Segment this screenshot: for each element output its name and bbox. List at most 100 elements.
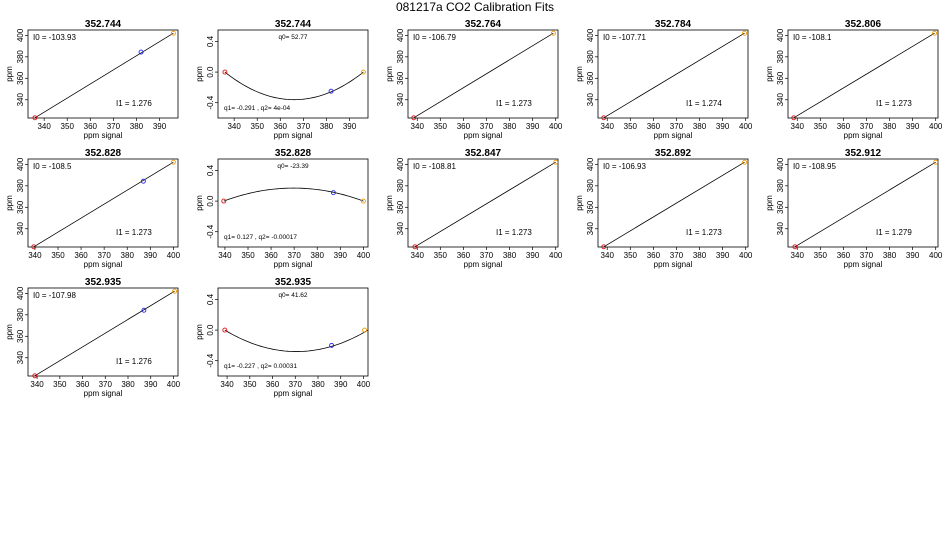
panel-title: 352.935 xyxy=(275,277,312,288)
panel-title: 352.784 xyxy=(655,19,692,30)
x-tick-label: 390 xyxy=(144,251,158,260)
data-point xyxy=(330,190,336,196)
x-tick-label: 360 xyxy=(457,122,471,131)
panel-title: 352.912 xyxy=(845,148,882,159)
fit-line xyxy=(603,161,745,248)
x-axis-label: ppm signal xyxy=(84,389,123,398)
fit-annotation: q0= 41.62 xyxy=(278,292,307,299)
data-point xyxy=(329,342,335,348)
x-tick-label: 360 xyxy=(274,122,288,131)
plot-frame xyxy=(27,158,179,248)
x-tick-label: 390 xyxy=(144,380,158,389)
y-tick-label: 360 xyxy=(16,329,25,343)
y-tick-label: 0.0 xyxy=(206,324,215,336)
x-tick-label: 380 xyxy=(503,251,517,260)
y-tick-label: 340 xyxy=(586,222,595,236)
chart-panel: 352.744 340 350 360 370 380 390 -0.4 0.0 0.4 ppm s… xyxy=(195,19,369,140)
x-tick-label: 380 xyxy=(121,251,135,260)
data-point xyxy=(140,178,146,184)
y-axis-label: ppm xyxy=(5,66,14,82)
y-tick-label: 400 xyxy=(396,157,405,171)
x-axis-label: ppm signal xyxy=(274,389,313,398)
y-tick-label: 380 xyxy=(16,308,25,322)
x-tick-label: 340 xyxy=(601,122,615,131)
y-tick-label: 400 xyxy=(776,28,785,42)
y-axis-label: ppm xyxy=(385,195,394,211)
x-tick-label: 380 xyxy=(693,251,707,260)
x-tick-label: 360 xyxy=(647,251,661,260)
x-tick-label: 390 xyxy=(526,122,540,131)
y-tick-label: 340 xyxy=(16,351,25,365)
x-tick-label: 400 xyxy=(739,122,753,131)
x-tick-label: 350 xyxy=(434,122,448,131)
y-axis-label: ppm xyxy=(195,66,204,82)
x-tick-label: 340 xyxy=(791,122,805,131)
x-tick-label: 350 xyxy=(53,380,67,389)
plot-frame xyxy=(217,158,369,248)
x-tick-label: 400 xyxy=(357,380,371,389)
fit-line xyxy=(34,290,175,377)
x-axis-label: ppm signal xyxy=(844,131,883,140)
y-tick-label: 380 xyxy=(586,179,595,193)
x-tick-label: 360 xyxy=(76,380,90,389)
data-point xyxy=(221,198,227,204)
panel-title: 352.806 xyxy=(845,19,882,30)
y-tick-label: 340 xyxy=(396,93,405,107)
y-tick-label: 0.4 xyxy=(206,164,215,176)
chart-panel: 352.912 340 350 360 370 380 390 400 340 360 380 400… xyxy=(765,148,943,269)
x-tick-label: 350 xyxy=(241,251,255,260)
fit-annotation: q1= -0.291 , q2= 4e-04 xyxy=(224,105,291,112)
data-point xyxy=(411,115,417,121)
data-point xyxy=(172,288,178,294)
fit-annotation: I0 = -108.1 xyxy=(793,33,832,42)
data-point xyxy=(170,30,176,36)
panel-title: 352.764 xyxy=(465,19,502,30)
x-tick-label: 360 xyxy=(84,122,98,131)
fit-line xyxy=(33,161,174,248)
fit-annotation: I1 = 1.273 xyxy=(496,228,532,237)
y-tick-label: 380 xyxy=(16,50,25,64)
x-tick-label: 340 xyxy=(411,122,425,131)
y-tick-label: -0.4 xyxy=(206,95,215,109)
x-tick-label: 370 xyxy=(107,122,121,131)
x-tick-label: 360 xyxy=(647,122,661,131)
fit-curve xyxy=(224,329,369,352)
x-axis-label: ppm signal xyxy=(274,260,313,269)
y-tick-label: 400 xyxy=(396,28,405,42)
y-tick-label: 400 xyxy=(16,28,25,42)
panel-title: 352.892 xyxy=(655,148,692,159)
fit-annotation: I0 = -108.95 xyxy=(793,162,836,171)
y-axis-label: ppm xyxy=(575,195,584,211)
y-tick-label: 380 xyxy=(396,50,405,64)
x-tick-label: 340 xyxy=(791,251,805,260)
fit-annotation: I1 = 1.274 xyxy=(686,99,722,108)
data-point xyxy=(601,244,607,250)
panel-title: 352.847 xyxy=(465,148,502,159)
y-axis-label: ppm xyxy=(195,324,204,340)
y-tick-label: 360 xyxy=(396,200,405,214)
chart-panel: 352.806 340 350 360 370 380 390 400 340 360 380 400… xyxy=(765,19,943,140)
x-tick-label: 390 xyxy=(906,122,920,131)
fit-line xyxy=(34,32,174,119)
chart-panel: 352.892 340 350 360 370 380 390 400 340 360 380 400… xyxy=(575,148,753,269)
x-axis-label: ppm signal xyxy=(654,260,693,269)
y-tick-label: -0.4 xyxy=(206,353,215,367)
figure-title: 081217a CO2 Calibration Fits xyxy=(395,0,555,14)
y-tick-label: 400 xyxy=(16,286,25,300)
x-tick-label: 370 xyxy=(860,122,874,131)
x-tick-label: 350 xyxy=(814,122,828,131)
x-tick-label: 380 xyxy=(311,251,325,260)
data-point xyxy=(31,244,37,250)
plot-frame xyxy=(787,158,939,248)
y-tick-label: 380 xyxy=(16,179,25,193)
fit-annotation: q0= 52.77 xyxy=(278,34,307,41)
y-tick-label: 380 xyxy=(776,50,785,64)
data-point xyxy=(360,69,366,75)
x-tick-label: 360 xyxy=(837,122,851,131)
data-point xyxy=(412,244,418,250)
y-tick-label: 340 xyxy=(16,93,25,107)
y-axis-label: ppm xyxy=(765,195,774,211)
y-tick-label: 360 xyxy=(586,71,595,85)
fit-curve xyxy=(224,71,364,101)
plot-frame xyxy=(27,29,179,119)
